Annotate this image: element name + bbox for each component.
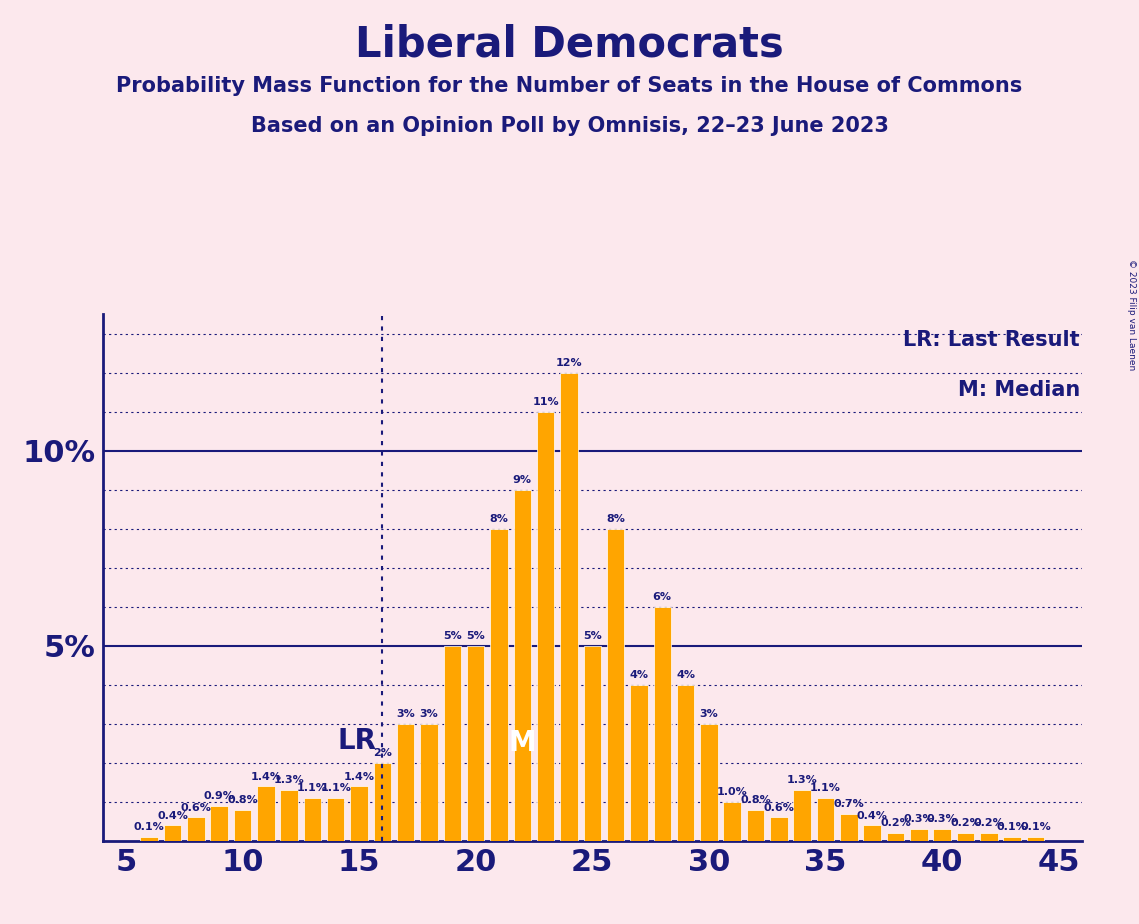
Bar: [957, 833, 974, 841]
Bar: [560, 372, 577, 841]
Text: 0.6%: 0.6%: [763, 803, 794, 813]
Text: 0.1%: 0.1%: [1021, 822, 1051, 833]
Bar: [233, 809, 252, 841]
Bar: [164, 825, 181, 841]
Text: 0.8%: 0.8%: [227, 795, 257, 805]
Text: 1.1%: 1.1%: [810, 784, 841, 793]
Text: 0.4%: 0.4%: [857, 810, 887, 821]
Bar: [583, 646, 601, 841]
Text: 0.2%: 0.2%: [974, 819, 1005, 828]
Bar: [187, 818, 205, 841]
Text: 0.3%: 0.3%: [903, 814, 934, 824]
Bar: [607, 529, 624, 841]
Text: 1.4%: 1.4%: [251, 772, 281, 782]
Text: LR: Last Result: LR: Last Result: [903, 330, 1080, 350]
Text: 0.2%: 0.2%: [950, 819, 981, 828]
Text: M: M: [508, 728, 536, 757]
Text: 0.1%: 0.1%: [133, 822, 164, 833]
Text: 0.2%: 0.2%: [880, 819, 911, 828]
Bar: [490, 529, 508, 841]
Bar: [863, 825, 880, 841]
Bar: [280, 790, 297, 841]
Text: 6%: 6%: [653, 592, 672, 602]
Bar: [420, 723, 437, 841]
Text: 4%: 4%: [677, 670, 695, 680]
Bar: [980, 833, 998, 841]
Bar: [1026, 837, 1044, 841]
Text: 3%: 3%: [419, 709, 439, 719]
Bar: [747, 809, 764, 841]
Text: 2%: 2%: [372, 748, 392, 758]
Text: 0.4%: 0.4%: [157, 810, 188, 821]
Bar: [304, 798, 321, 841]
Text: 1.0%: 1.0%: [716, 787, 747, 797]
Text: 11%: 11%: [532, 397, 559, 407]
Bar: [817, 798, 834, 841]
Bar: [654, 607, 671, 841]
Text: Based on an Opinion Poll by Omnisis, 22–23 June 2023: Based on an Opinion Poll by Omnisis, 22–…: [251, 116, 888, 136]
Bar: [443, 646, 461, 841]
Text: 0.6%: 0.6%: [180, 803, 211, 813]
Bar: [257, 786, 274, 841]
Text: 12%: 12%: [556, 358, 582, 368]
Text: 5%: 5%: [466, 631, 485, 641]
Text: 8%: 8%: [490, 514, 508, 524]
Bar: [514, 490, 531, 841]
Text: 1.4%: 1.4%: [344, 772, 375, 782]
Bar: [327, 798, 344, 841]
Text: 0.1%: 0.1%: [997, 822, 1027, 833]
Bar: [723, 802, 741, 841]
Bar: [700, 723, 718, 841]
Text: LR: LR: [337, 727, 377, 755]
Bar: [351, 786, 368, 841]
Bar: [140, 837, 158, 841]
Bar: [374, 763, 391, 841]
Text: M: Median: M: Median: [958, 380, 1080, 400]
Text: 8%: 8%: [606, 514, 625, 524]
Text: Probability Mass Function for the Number of Seats in the House of Commons: Probability Mass Function for the Number…: [116, 76, 1023, 96]
Text: 1.1%: 1.1%: [297, 784, 328, 793]
Bar: [841, 813, 858, 841]
Text: 1.3%: 1.3%: [273, 775, 304, 785]
Text: 4%: 4%: [630, 670, 648, 680]
Text: 1.1%: 1.1%: [320, 784, 351, 793]
Bar: [467, 646, 484, 841]
Bar: [398, 723, 415, 841]
Bar: [211, 806, 228, 841]
Text: Liberal Democrats: Liberal Democrats: [355, 23, 784, 65]
Text: 0.9%: 0.9%: [204, 791, 235, 801]
Bar: [677, 685, 695, 841]
Text: 3%: 3%: [396, 709, 415, 719]
Text: 9%: 9%: [513, 475, 532, 485]
Text: 3%: 3%: [699, 709, 719, 719]
Text: 5%: 5%: [443, 631, 461, 641]
Text: 5%: 5%: [583, 631, 601, 641]
Bar: [630, 685, 648, 841]
Bar: [887, 833, 904, 841]
Text: 0.3%: 0.3%: [927, 814, 958, 824]
Bar: [1003, 837, 1021, 841]
Text: 0.7%: 0.7%: [834, 799, 865, 808]
Bar: [770, 818, 787, 841]
Bar: [933, 829, 951, 841]
Bar: [536, 412, 555, 841]
Text: © 2023 Filip van Laenen: © 2023 Filip van Laenen: [1126, 259, 1136, 370]
Text: 0.8%: 0.8%: [740, 795, 771, 805]
Bar: [794, 790, 811, 841]
Bar: [910, 829, 927, 841]
Text: 1.3%: 1.3%: [787, 775, 818, 785]
